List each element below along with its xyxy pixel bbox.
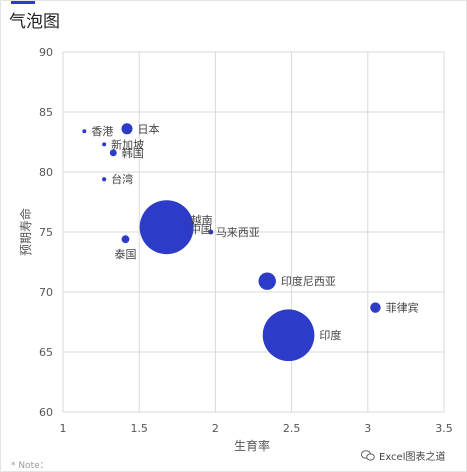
x-tick-label: 1.5 bbox=[130, 422, 148, 435]
title-accent-bar bbox=[11, 1, 35, 4]
bubble-point bbox=[109, 149, 117, 157]
x-tick-label: 1 bbox=[60, 422, 67, 435]
bubble-point bbox=[262, 309, 315, 362]
x-axis-label: 生育率 bbox=[234, 438, 270, 453]
x-tick-label: 2 bbox=[212, 422, 219, 435]
point-label: 菲律宾 bbox=[386, 301, 419, 315]
point-label: 韩国 bbox=[122, 146, 144, 160]
y-tick-label: 65 bbox=[39, 346, 53, 359]
y-tick-label: 70 bbox=[39, 286, 53, 299]
point-label: 新加坡 bbox=[111, 137, 144, 151]
note-text: * Note： bbox=[11, 461, 49, 471]
bubble-point bbox=[258, 272, 276, 290]
watermark: Excel图表之道 bbox=[360, 448, 446, 463]
y-tick-label: 75 bbox=[39, 226, 53, 239]
point-label: 台湾 bbox=[111, 172, 133, 186]
bubble-point bbox=[121, 235, 130, 244]
y-tick-label: 60 bbox=[39, 406, 53, 419]
y-tick-label: 85 bbox=[39, 106, 53, 119]
point-label: 日本 bbox=[138, 122, 160, 136]
y-axis-label: 预期寿命 bbox=[18, 208, 33, 256]
x-tick-label: 3 bbox=[364, 422, 371, 435]
point-label: 马来西亚 bbox=[216, 226, 260, 239]
point-label: 印度 bbox=[319, 328, 341, 342]
y-tick-labels: 60 65 70 75 80 85 90 bbox=[39, 46, 53, 419]
bubble-point bbox=[102, 142, 107, 147]
bubble-point bbox=[121, 123, 133, 135]
bubble-point bbox=[208, 229, 214, 235]
x-tick-labels: 1 1.5 2 2.5 3 3.5 bbox=[60, 422, 453, 435]
watermark-text: Excel图表之道 bbox=[379, 452, 446, 463]
wechat-icon bbox=[360, 450, 375, 461]
point-label: 越南 bbox=[191, 213, 213, 227]
point-label: 泰国 bbox=[114, 247, 136, 261]
point-label: 印度尼西亚 bbox=[281, 274, 336, 288]
y-tick-label: 80 bbox=[39, 166, 53, 179]
x-tick-label: 2.5 bbox=[283, 422, 301, 435]
bubble-point bbox=[102, 177, 107, 182]
point-label: 香港 bbox=[91, 125, 113, 138]
chart-title: 气泡图 bbox=[9, 12, 60, 32]
bubble-point bbox=[370, 302, 381, 313]
x-tick-label: 3.5 bbox=[435, 422, 453, 435]
bubbles bbox=[82, 123, 381, 362]
bubble-point bbox=[82, 129, 87, 134]
point-label: 中国 bbox=[190, 223, 212, 236]
y-tick-label: 90 bbox=[39, 46, 53, 59]
bubble-point bbox=[139, 200, 194, 255]
